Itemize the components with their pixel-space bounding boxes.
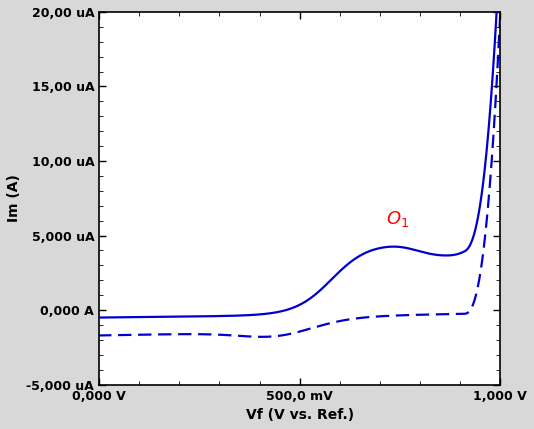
- Y-axis label: Im (A): Im (A): [7, 174, 21, 222]
- X-axis label: Vf (V vs. Ref.): Vf (V vs. Ref.): [246, 408, 354, 422]
- Text: $O_1$: $O_1$: [386, 208, 409, 229]
